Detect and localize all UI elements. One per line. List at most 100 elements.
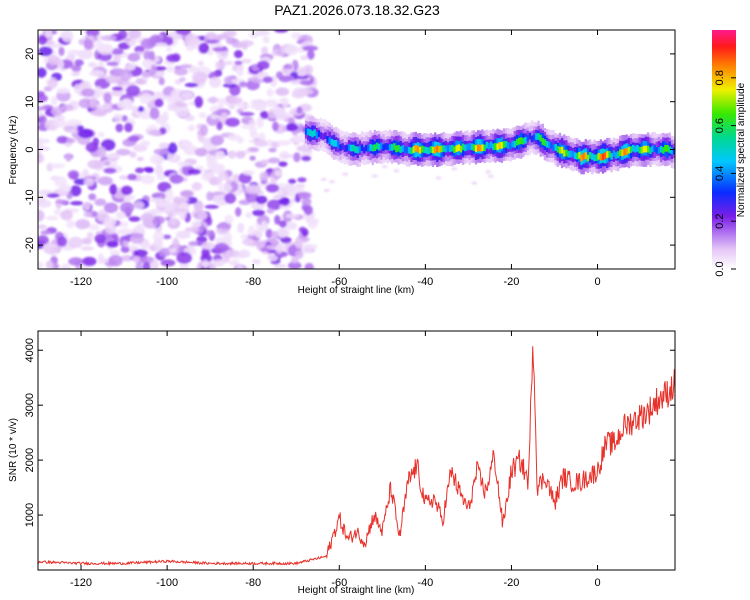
spectrogram-ridge-cell: [526, 134, 529, 142]
spectrogram-noise-cell: [104, 216, 117, 228]
spectrogram-noise: [38, 30, 494, 269]
spectrogram-noise-cell: [58, 46, 65, 57]
snr-panel: -120 -100 -80 -60 -40 -20 0 1000 2000 3000 4000 H…: [8, 330, 676, 596]
spectrogram-ridge-cell: [666, 145, 669, 152]
spectrogram-ridge-cell: [345, 144, 349, 152]
spectrogram-x-tick-label: -100: [156, 276, 178, 288]
spectrogram-noise-cell: [201, 242, 215, 250]
spectrogram-ridge-cell: [382, 144, 385, 152]
spectrogram-noise-cell: [77, 128, 94, 139]
spectrogram-noise-cell: [215, 151, 226, 160]
spectrogram-noise-cell: [50, 96, 58, 106]
spectrogram-ridge-cell: [455, 145, 458, 152]
spectrogram-noise-cell: [73, 84, 82, 94]
spectrogram-ridge-cell: [341, 143, 344, 150]
spectrogram-noise-cell: [104, 153, 121, 159]
spectrogram-ridge-cell: [556, 145, 559, 153]
spectrogram-noise-cell: [224, 192, 237, 204]
spectrogram-noise-cell: [371, 174, 378, 178]
spectrogram-noise-cell: [260, 220, 268, 231]
spectrogram-noise-cell: [44, 30, 53, 39]
spectrogram-noise-cell: [96, 209, 109, 222]
spectrogram-ridge-cell: [543, 139, 547, 146]
spectrogram-noise-cell: [49, 163, 66, 169]
spectrogram-noise-cell: [194, 96, 204, 108]
spectrogram-noise-cell: [236, 108, 244, 114]
spectrogram-noise-cell: [216, 33, 230, 40]
spectrogram-ridge-cell: [461, 143, 465, 151]
spectrogram-y-ticks: -20 -10 0 10 20: [24, 48, 675, 253]
spectrogram-noise-cell: [127, 245, 140, 250]
spectrogram-noise-cell: [259, 171, 269, 182]
spectrogram-ridge-cell: [414, 144, 417, 152]
spectrogram-noise-cell: [304, 262, 314, 269]
spectrogram-noise-cell: [188, 66, 200, 74]
spectrogram-noise-cell: [150, 197, 165, 203]
spectrogram-ridge-cell: [554, 144, 557, 151]
spectrogram-noise-cell: [85, 142, 99, 153]
spectrogram-noise-cell: [252, 209, 265, 217]
spectrogram-ridge-cell: [580, 154, 583, 162]
spectrogram-noise-cell: [249, 131, 259, 138]
spectrogram-ridge-cell: [339, 144, 342, 151]
spectrogram-noise-cell: [293, 135, 304, 143]
spectrogram-noise-cell: [487, 174, 494, 178]
spectrogram-ridge-cell: [535, 133, 538, 140]
snr-frame: [37, 330, 676, 571]
spectrogram-noise-cell: [254, 229, 263, 238]
spectrogram-ridge-cell: [545, 140, 549, 148]
spectrogram-ridge-cell: [421, 145, 424, 153]
snr-x-tick-label: -80: [245, 577, 261, 589]
spectrogram-noise-cell: [121, 185, 133, 196]
spectrogram-noise-cell: [150, 259, 159, 269]
spectrogram-noise-cell: [106, 240, 119, 248]
spectrogram-noise-cell: [120, 246, 130, 253]
spectrogram-ridge-cell: [569, 150, 572, 158]
spectrogram-ridge-cell: [332, 140, 336, 147]
spectrogram-noise-cell: [224, 214, 234, 224]
spectrogram-ridge-cell: [466, 143, 469, 151]
spectrogram-ridge-cell: [601, 153, 605, 161]
spectrogram-noise-cell: [59, 184, 72, 193]
spectrogram-noise-cell: [158, 142, 170, 149]
spectrogram-ridge-cell: [472, 144, 476, 151]
spectrogram-noise-cell: [301, 197, 312, 207]
spectrogram-noise-cell: [184, 114, 195, 122]
spectrogram-noise-cell: [212, 47, 228, 52]
spectrogram-noise-cell: [140, 140, 151, 147]
spectrogram-noise-cell: [75, 219, 91, 230]
spectrogram-noise-cell: [169, 174, 184, 184]
spectrogram-noise-cell: [227, 134, 241, 141]
spectrogram-noise-cell: [236, 265, 244, 269]
spectrogram-noise-cell: [166, 54, 180, 63]
spectrogram-noise-cell: [150, 64, 157, 76]
spectrogram-ridge-cell: [390, 144, 394, 151]
spectrogram-noise-cell: [40, 230, 51, 235]
spectrogram-ridge-cell: [369, 144, 372, 151]
spectrogram-ridge-cell: [337, 141, 340, 149]
spectrogram-ridge-cell: [354, 146, 357, 153]
colorbar-tick-label: 0.4: [714, 166, 726, 181]
spectrogram-noise-cell: [97, 131, 105, 138]
spectrogram-ridge-cell: [356, 146, 359, 154]
spectrogram-noise-cell: [294, 75, 309, 80]
spectrogram-ridge-cell: [427, 147, 430, 155]
spectrogram-noise-cell: [60, 263, 71, 269]
spectrogram-ridge-cell: [517, 137, 521, 145]
spectrogram-x-tick-label: -80: [245, 276, 261, 288]
spectrogram-ridge-cell: [335, 140, 338, 147]
spectrogram-ridge-cell: [668, 146, 671, 154]
spectrogram-ridge-cell: [403, 146, 407, 154]
spectrogram-noise-cell: [221, 112, 228, 119]
spectrogram-ridge-cell: [548, 141, 551, 149]
spectrogram-noise-cell: [85, 30, 100, 37]
spectrogram-noise-cell: [172, 237, 180, 250]
spectrogram-noise-cell: [95, 39, 103, 52]
snr-x-axis-label: Height of straight line (km): [298, 585, 415, 596]
spectrogram-noise-cell: [298, 226, 306, 233]
spectrogram-ridge-cell: [498, 142, 501, 149]
spectrogram-noise-cell: [216, 121, 223, 131]
spectrogram-ridge-cell: [573, 152, 577, 160]
spectrogram-noise-cell: [52, 119, 67, 128]
spectrogram-noise-cell: [118, 42, 131, 50]
